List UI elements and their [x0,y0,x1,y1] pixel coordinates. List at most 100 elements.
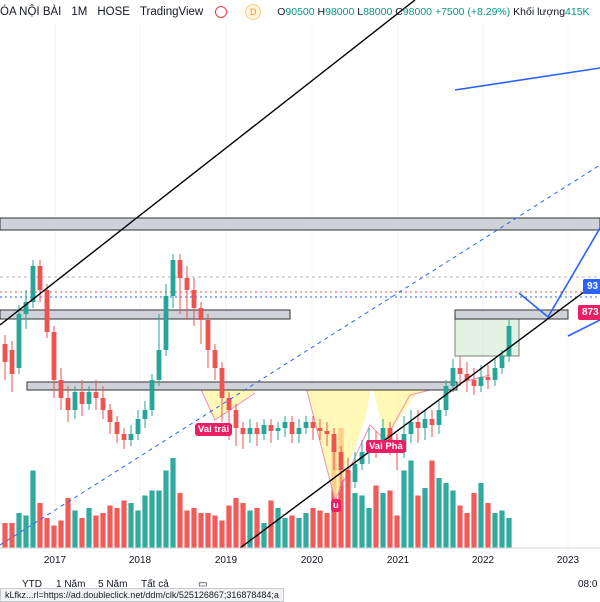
candle-body [219,368,225,398]
high-label: H [317,6,326,18]
x-axis-tick-label: 2019 [215,555,238,566]
head-label: u [331,499,341,512]
ohlc-readout: O90500 H98000 L88000 C98000 +7500 (+8.29… [277,6,589,18]
high-value: 98000 [325,6,355,18]
candle-body [471,380,477,386]
volume-bar [296,518,302,548]
candle-body [16,314,22,368]
volume-bar [366,508,372,548]
candle-body [149,380,155,410]
volume-bar [506,518,512,548]
range-1y[interactable]: 1 Năm [56,579,86,590]
chart-header: ÓA NỘI BÀI 1M HOSE TradingView D O90500 … [0,0,600,24]
volume-bar [275,508,281,548]
volume-label: Khối lượng [513,6,566,18]
right-shoulder-label: Vai Phả [366,440,406,453]
volume-bar [373,485,379,548]
candle-body [247,428,253,434]
low-value: 88000 [363,6,393,18]
volume-bar [100,513,106,548]
candle-body [415,422,421,428]
range-ytd[interactable]: YTD [22,579,42,590]
volume-bar [345,470,351,548]
candle-body [499,356,505,368]
candle-body [324,431,330,434]
volume-bar [457,505,463,548]
candle-body [177,260,183,278]
candle-body [142,410,148,419]
volume-bar [93,515,99,548]
support-band [26,381,458,391]
volume-bar [247,510,253,548]
candle-body [58,380,64,398]
volume-bar [359,495,365,548]
volume-bar [226,505,232,548]
support-resistance-bands [0,217,600,391]
volume-bar [135,510,141,548]
red-dot-icon [215,6,228,18]
candle-body [254,428,260,434]
volume-value: 415K [565,6,590,18]
volume-bar [2,523,8,548]
candle-body [380,428,386,446]
candle-body [436,410,442,425]
close-label: C [395,6,403,18]
volume-bar [114,508,120,548]
candle-body [233,410,239,428]
candle-body [457,368,463,374]
pattern-outline [197,382,256,421]
head-zone [305,383,372,500]
candle-body [107,410,113,422]
candle-body [317,428,323,431]
candle-body [240,428,246,434]
candle-body [44,290,50,332]
volume-bar [310,508,316,548]
calendar-icon[interactable]: ▭ [198,579,208,590]
range-5y[interactable]: 5 Năm [98,579,128,590]
data-badge[interactable]: D [245,4,262,20]
open-value: 90500 [285,6,315,18]
candles [2,254,512,494]
volume-bar [261,523,267,548]
volume-bar [184,510,190,548]
grid [54,24,569,548]
volume-bar [212,515,218,548]
uptrend-support-line [239,279,600,549]
candle-body [23,302,29,314]
volume-bar [37,503,43,548]
volume-bar [233,498,239,548]
exchange-label: HOSE [97,6,130,18]
volume-bar [51,525,57,548]
candle-body [443,386,449,410]
volume-bar [303,513,309,548]
candle-body [114,422,120,434]
resistance-band-right [454,309,569,320]
volume-bar [436,478,442,548]
left-shoulder-zone [200,383,265,420]
volume-bar [471,493,477,548]
candle-body [275,428,281,431]
candle-body [170,260,176,296]
candle-body [338,452,344,470]
volume-bar [450,490,456,548]
volume-bar [65,498,71,548]
close-value: 98000 [402,6,433,18]
dashed-channel-line [0,164,600,546]
candle-body [9,350,15,374]
volume-bar [72,510,78,548]
candle-body [51,332,57,380]
candle-body [72,392,78,410]
volume-bar [156,490,162,548]
symbol-name[interactable]: ÓA NỘI BÀI [0,6,62,18]
volume-bar [79,518,85,548]
interval-label[interactable]: 1M [71,6,88,18]
x-axis: 2017 2018 2019 2020 2021 2022 2023 [0,547,600,566]
volume-bar [317,510,323,548]
candle-body [226,398,232,410]
volume-bar [478,483,484,548]
range-all[interactable]: Tất cả [141,579,169,590]
volume-bar [443,483,449,548]
volume-bar [16,513,22,548]
volume-bar [464,513,470,548]
